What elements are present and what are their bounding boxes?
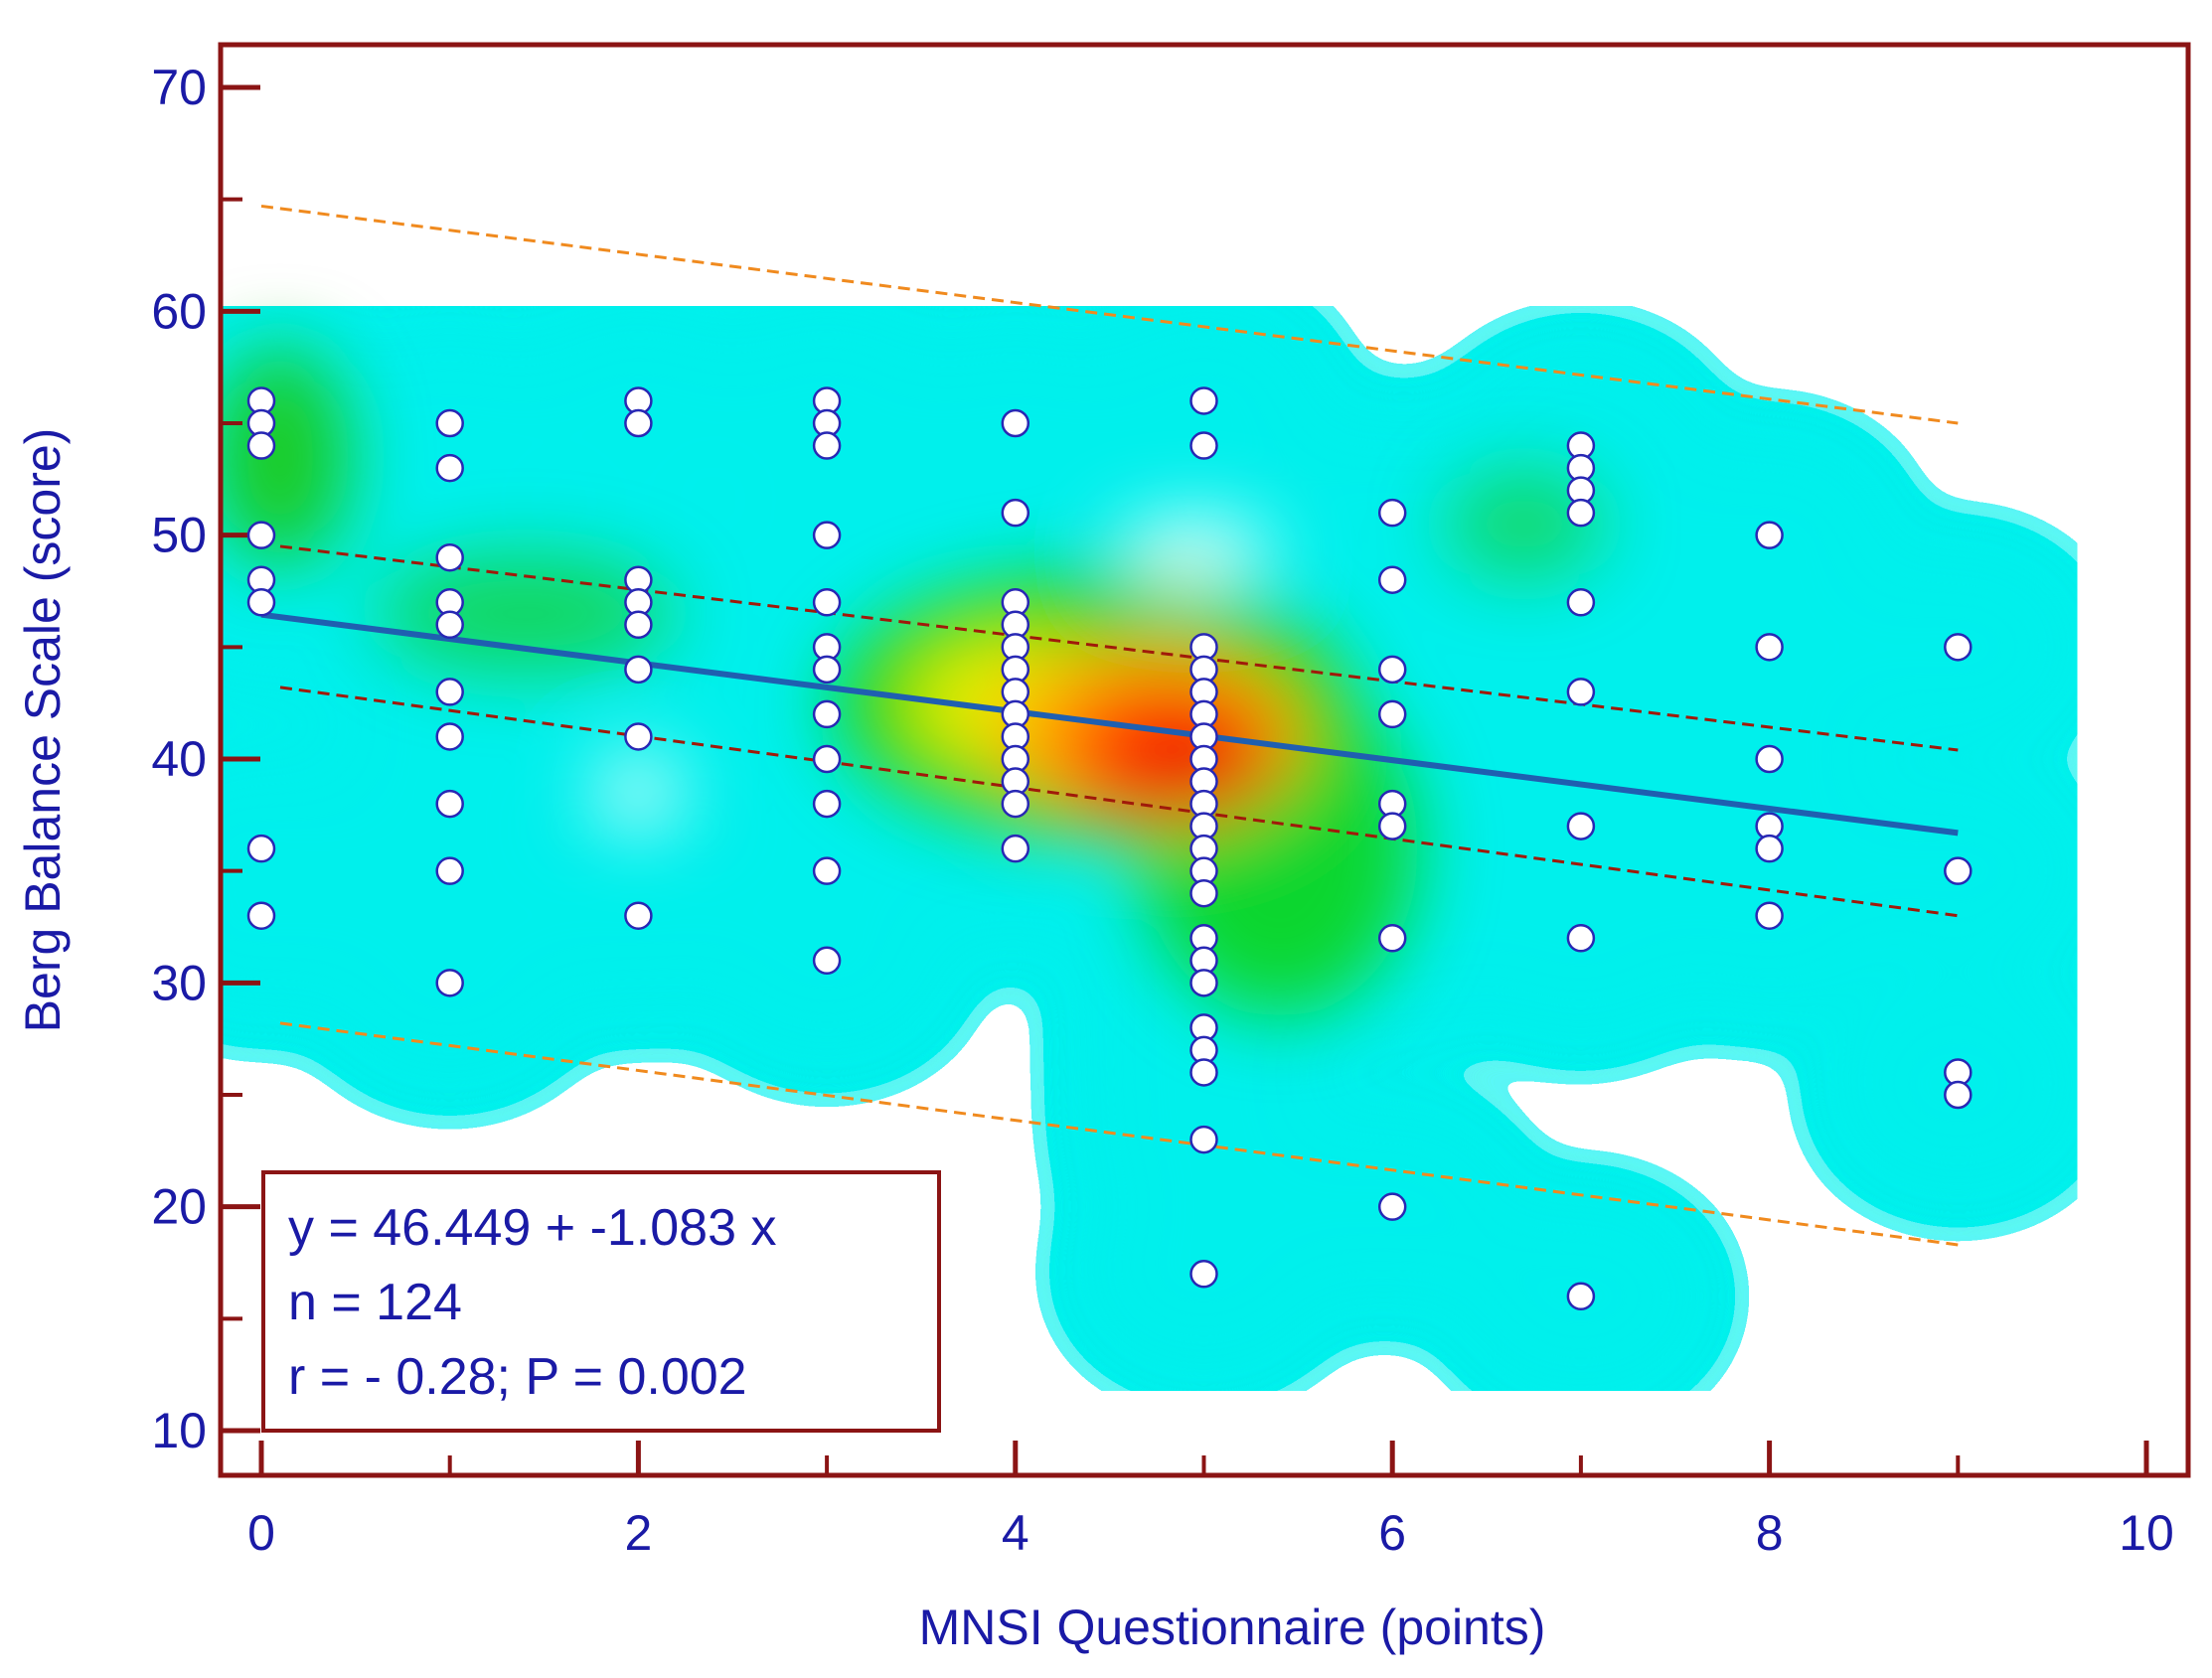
data-point	[1755, 834, 1784, 863]
data-point	[1189, 878, 1218, 908]
prediction-interval-upper	[260, 204, 1959, 425]
data-point	[1566, 588, 1596, 617]
regression-equation: y = 46.449 + -1.083 x	[288, 1199, 776, 1257]
y-tick-label: 70	[151, 60, 207, 115]
data-point	[1377, 924, 1407, 953]
data-point	[246, 431, 276, 460]
y-tick-label: 20	[151, 1179, 207, 1235]
data-point	[435, 789, 464, 819]
data-point	[1377, 655, 1407, 685]
data-point	[435, 678, 464, 706]
data-point	[624, 655, 653, 685]
data-point	[1377, 565, 1407, 594]
confidence-interval-upper	[279, 544, 1959, 752]
data-point	[812, 588, 842, 617]
x-tick-label: 0	[247, 1505, 275, 1561]
data-point	[812, 431, 842, 460]
data-point	[1377, 699, 1407, 729]
data-point	[1755, 744, 1784, 774]
density-hole	[593, 752, 684, 833]
data-point	[1189, 386, 1218, 415]
data-point	[246, 834, 276, 863]
data-point	[1377, 812, 1407, 840]
data-point	[1566, 1282, 1596, 1311]
data-point	[1944, 1080, 1973, 1110]
data-point	[1566, 812, 1596, 840]
data-point	[812, 946, 842, 976]
y-tick-label: 60	[151, 283, 207, 339]
x-axis-title: MNSI Questionnaire (points)	[919, 1600, 1546, 1655]
data-point	[624, 722, 653, 751]
y-axis-title: Berg Balance Scale (score)	[15, 428, 71, 1033]
density-core	[1444, 469, 1604, 579]
data-point	[435, 969, 464, 997]
density-hole	[1115, 516, 1275, 586]
y-tick-label: 50	[151, 508, 207, 563]
data-point	[246, 521, 276, 549]
x-tick-label: 6	[1378, 1505, 1406, 1561]
stats-box-frame	[261, 1170, 941, 1433]
data-point	[1001, 834, 1030, 863]
data-points	[246, 386, 1973, 1311]
x-tick-label: 10	[2119, 1505, 2174, 1561]
data-point	[1001, 498, 1030, 528]
y-axis-tick-labels: 10 20 30 40 50 60 70	[151, 60, 207, 1458]
data-point	[812, 655, 842, 685]
regression-line	[260, 611, 1959, 837]
x-axis-tick-labels: 0 2 4 6 8 10	[247, 1505, 2174, 1561]
data-point	[812, 699, 842, 729]
data-point	[1189, 431, 1218, 460]
data-point	[1566, 924, 1596, 953]
fit-lines	[260, 204, 1959, 1247]
data-point	[1377, 498, 1407, 528]
data-point	[812, 856, 842, 885]
data-point	[435, 610, 464, 640]
data-point	[812, 521, 842, 549]
data-point	[246, 901, 276, 930]
data-point	[624, 408, 653, 438]
data-point	[1566, 678, 1596, 706]
y-tick-label: 10	[151, 1403, 207, 1458]
correlation-stats: r = - 0.28; P = 0.002	[288, 1348, 747, 1406]
data-point	[1001, 408, 1030, 438]
regression-stats-box: y = 46.449 + -1.083 x n = 124 r = - 0.28…	[261, 1170, 941, 1433]
data-point	[1377, 1192, 1407, 1221]
data-point	[812, 789, 842, 819]
data-point	[624, 610, 653, 640]
data-point	[624, 901, 653, 930]
data-point	[1566, 498, 1596, 528]
y-tick-label: 40	[151, 731, 207, 787]
data-point	[435, 453, 464, 483]
data-point	[1755, 521, 1784, 549]
axis-ticks	[221, 84, 2149, 1475]
data-point	[1755, 901, 1784, 930]
data-point	[435, 722, 464, 751]
data-point	[1944, 856, 1973, 885]
data-point	[1189, 1260, 1218, 1289]
data-point	[435, 856, 464, 885]
x-tick-label: 2	[624, 1505, 652, 1561]
data-point	[435, 542, 464, 572]
y-tick-label: 30	[151, 955, 207, 1010]
data-point	[1189, 1058, 1218, 1087]
x-tick-label: 4	[1002, 1505, 1029, 1561]
data-point	[1189, 1125, 1218, 1154]
x-tick-label: 8	[1756, 1505, 1784, 1561]
data-point	[1755, 633, 1784, 662]
data-point	[246, 588, 276, 617]
data-point	[435, 408, 464, 438]
data-point	[1001, 789, 1030, 819]
data-point	[1189, 969, 1218, 997]
data-point	[1944, 633, 1973, 662]
data-point	[812, 744, 842, 774]
sample-size: n = 124	[288, 1274, 462, 1331]
